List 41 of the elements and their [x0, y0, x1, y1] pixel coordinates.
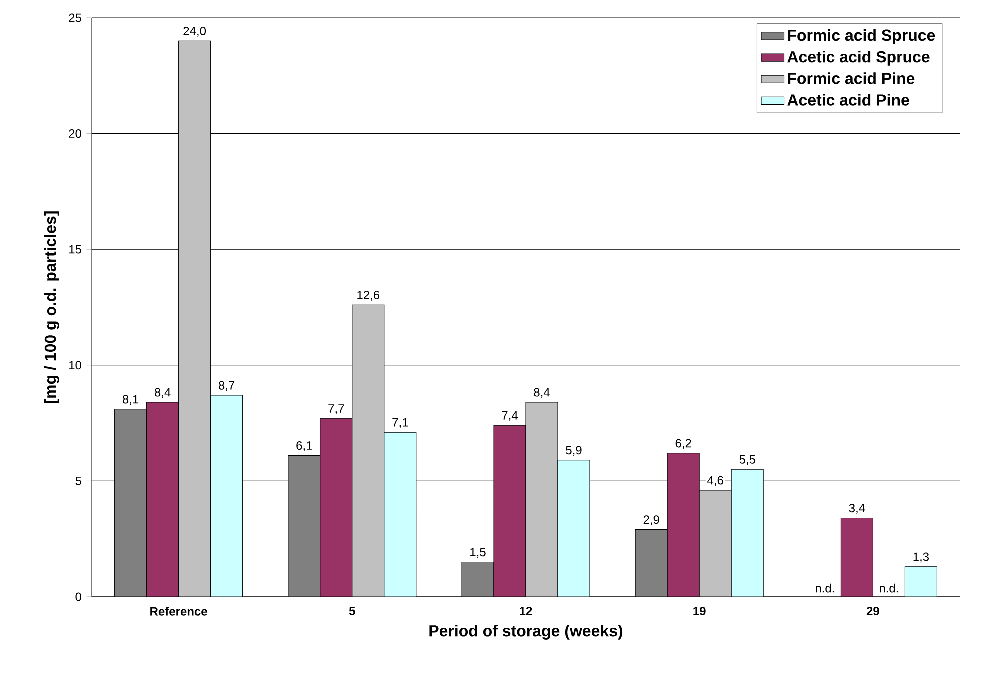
x-tick-label: 19	[694, 607, 706, 616]
data-label: 6,1	[296, 442, 312, 452]
y-tick-label: 10	[70, 361, 82, 370]
legend-label: Formic acid Pine	[788, 72, 915, 84]
data-label: 1,5	[470, 548, 486, 558]
legend-label: Acetic acid Spruce	[788, 50, 930, 66]
data-label: 5,9	[566, 446, 582, 456]
data-label: 2,9	[644, 516, 660, 526]
x-tick-label: 12	[520, 607, 532, 616]
legend-label: Acetic acid Pine	[788, 94, 910, 106]
y-tick-label: 5	[76, 476, 82, 486]
legend-label: Formic acid Spruce	[788, 29, 936, 44]
data-label: 6,2	[676, 439, 692, 450]
data-label: 8,4	[154, 388, 171, 398]
data-label: 3,4	[849, 504, 866, 514]
y-axis-title: [mg / 100 g o.d. particles]	[44, 212, 60, 404]
x-tick-label: 29	[866, 607, 880, 616]
bar	[288, 455, 321, 597]
y-tick-label: 20	[69, 130, 82, 138]
x-tick-label: Reference	[150, 607, 208, 616]
data-label: 5,5	[740, 456, 756, 466]
data-label: 7,7	[328, 404, 344, 414]
y-tick-label: 0	[76, 592, 82, 602]
data-label: 12,6	[358, 290, 380, 301]
data-label: 4,6	[708, 476, 724, 486]
y-tick-label: 25	[69, 14, 82, 22]
data-label: 8,7	[218, 381, 235, 392]
data-label: 8,4	[534, 388, 550, 398]
data-label: 7,1	[392, 418, 408, 428]
bar	[114, 409, 148, 597]
data-label: 24,0	[184, 26, 206, 37]
y-tick-label: 15	[70, 245, 82, 254]
x-axis-title: Period of storage (weeks)	[430, 625, 623, 640]
data-label: 8,1	[122, 395, 139, 406]
data-label: 7,4	[502, 412, 518, 422]
bar	[635, 530, 668, 597]
text: n.d.	[880, 584, 898, 593]
bar	[462, 562, 494, 597]
text: n.d.	[816, 584, 834, 593]
x-tick-label: 5	[349, 607, 356, 616]
data-label: 1,3	[914, 552, 930, 563]
